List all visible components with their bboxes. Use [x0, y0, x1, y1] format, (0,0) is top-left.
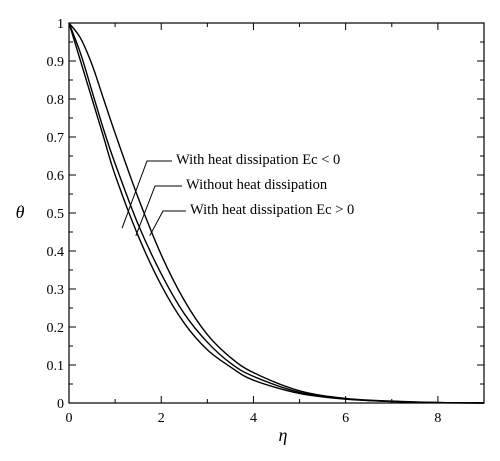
- y-tick-label: 1: [57, 17, 64, 32]
- axis-ticks: 0 0.1 0.2 0.3 0.4 0.5 0.6 0.7 0.8 0.9 1 0 2 4 6 8: [47, 17, 484, 426]
- y-tick-label: 0.1: [47, 359, 65, 374]
- y-axis-label: θ: [16, 202, 25, 222]
- x-tick-label: 4: [250, 411, 257, 426]
- series-label-3: With heat dissipation Ec > 0: [190, 202, 354, 218]
- annotation-leader-3: [149, 210, 186, 237]
- x-tick-label: 6: [342, 411, 349, 426]
- annotations: With heat dissipation Ec < 0 Without heat…: [121, 152, 354, 237]
- y-tick-label: 0: [57, 397, 64, 412]
- annotation-leader-2: [135, 185, 182, 236]
- series-label-2: Without heat dissipation: [186, 177, 328, 193]
- x-tick-label: 2: [158, 411, 165, 426]
- x-tick-label: 0: [66, 411, 73, 426]
- y-tick-label: 0.5: [47, 207, 65, 222]
- y-tick-label: 0.2: [47, 321, 65, 336]
- y-tick-label: 0.8: [47, 93, 65, 108]
- y-tick-label: 0.7: [47, 131, 65, 146]
- annotation-leader-1: [121, 160, 172, 229]
- series-line-3: [68, 22, 485, 404]
- x-axis-label: η: [279, 425, 288, 445]
- curves: [68, 22, 485, 404]
- y-tick-label: 0.6: [47, 169, 65, 184]
- x-tick-label: 8: [434, 411, 441, 426]
- y-tick-label: 0.4: [47, 245, 65, 260]
- series-label-1: With heat dissipation Ec < 0: [176, 152, 340, 168]
- y-tick-label: 0.3: [47, 283, 65, 298]
- y-tick-label: 0.9: [47, 55, 65, 70]
